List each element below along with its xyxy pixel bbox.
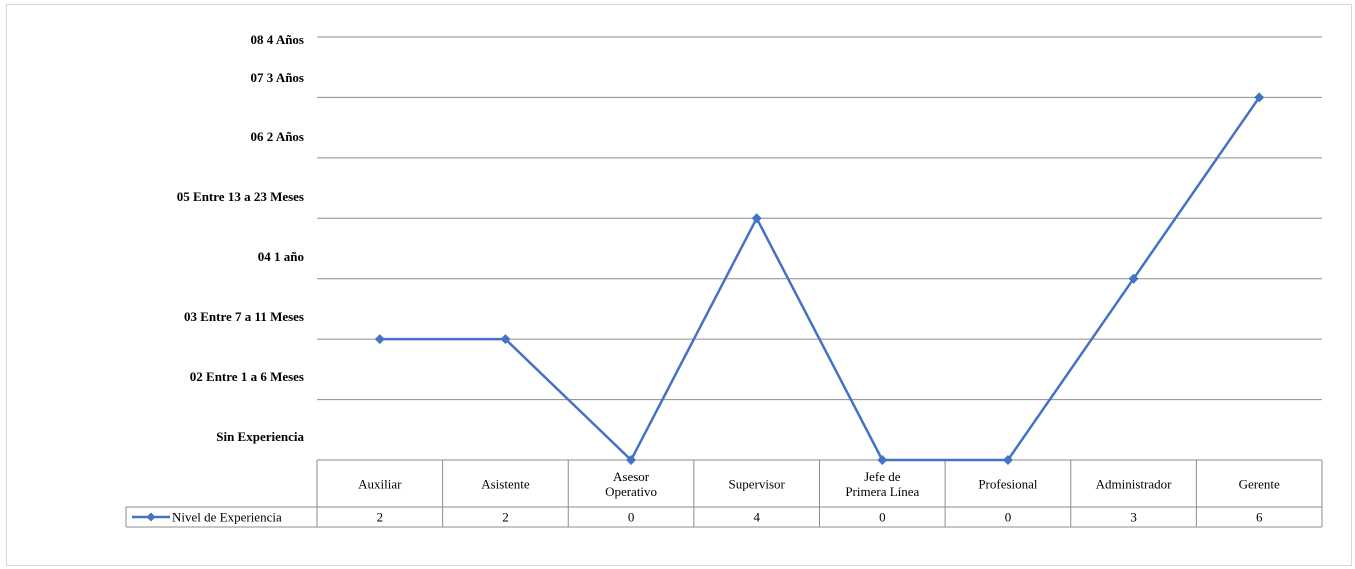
y-axis-label: 05 Entre 13 a 23 Meses xyxy=(177,189,304,204)
y-axis-label: 06 2 Años xyxy=(251,129,304,144)
data-point xyxy=(877,455,888,465)
data-point xyxy=(626,455,637,465)
y-axis-label: 07 3 Años xyxy=(251,70,304,85)
category-label: Profesional xyxy=(978,477,1038,492)
data-point xyxy=(1128,273,1139,284)
data-value: 6 xyxy=(1256,510,1263,525)
y-axis-label: 02 Entre 1 a 6 Meses xyxy=(190,369,304,384)
data-value: 0 xyxy=(1005,510,1012,525)
category-label: Jefe de xyxy=(864,469,901,484)
data-point xyxy=(1254,92,1265,103)
data-value: 2 xyxy=(502,510,509,525)
y-axis-label: 04 1 año xyxy=(258,249,304,264)
category-label: Asesor xyxy=(613,469,650,484)
chart-frame xyxy=(6,4,1352,566)
data-point xyxy=(751,213,762,224)
data-value: 0 xyxy=(628,510,635,525)
category-label: Administrador xyxy=(1096,477,1172,492)
data-point xyxy=(500,334,511,345)
category-label: Auxiliar xyxy=(358,477,402,492)
category-label: Primera Línea xyxy=(845,484,919,499)
category-label: Supervisor xyxy=(729,477,786,492)
y-axis-label: 08 4 Años xyxy=(251,32,304,47)
legend-marker xyxy=(146,512,156,522)
series-line xyxy=(379,96,1261,462)
data-value: 4 xyxy=(753,510,760,525)
data-point xyxy=(374,334,385,345)
y-axis-label: Sin Experiencia xyxy=(216,429,304,444)
data-value: 3 xyxy=(1130,510,1137,525)
data-value: 2 xyxy=(377,510,384,525)
legend-label: Nivel de Experiencia xyxy=(172,510,282,525)
y-axis-label: 03 Entre 7 a 11 Meses xyxy=(184,309,304,324)
category-label: Asistente xyxy=(481,477,530,492)
category-label: Gerente xyxy=(1239,477,1280,492)
category-label: Operativo xyxy=(605,484,657,499)
data-point xyxy=(1002,455,1013,465)
data-value: 0 xyxy=(879,510,886,525)
